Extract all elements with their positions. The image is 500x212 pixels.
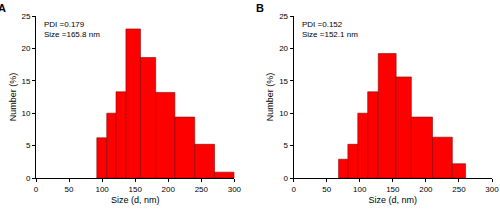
- svg-text:25: 25: [21, 12, 30, 21]
- svg-text:0: 0: [291, 185, 296, 194]
- svg-text:Size (d, nm): Size (d, nm): [369, 195, 418, 205]
- svg-text:250: 250: [195, 185, 209, 194]
- svg-text:25: 25: [279, 12, 288, 21]
- svg-text:15: 15: [21, 77, 30, 86]
- svg-text:150: 150: [386, 185, 400, 194]
- svg-text:50: 50: [65, 185, 74, 194]
- svg-text:300: 300: [228, 185, 242, 194]
- svg-text:0: 0: [34, 185, 39, 194]
- svg-text:Number (%): Number (%): [265, 73, 275, 122]
- svg-text:Size (d, nm): Size (d, nm): [111, 195, 160, 205]
- svg-text:0: 0: [26, 174, 31, 183]
- svg-text:15: 15: [279, 77, 288, 86]
- svg-text:10: 10: [21, 109, 30, 118]
- svg-text:200: 200: [162, 185, 176, 194]
- svg-text:10: 10: [279, 109, 288, 118]
- svg-text:PDI =0.152Size =152.1 nm: PDI =0.152Size =152.1 nm: [302, 20, 358, 39]
- svg-text:100: 100: [353, 185, 367, 194]
- svg-text:5: 5: [284, 141, 289, 150]
- svg-text:250: 250: [452, 185, 466, 194]
- svg-text:A: A: [0, 2, 6, 14]
- svg-text:PDI =0.179Size =165.8 nm: PDI =0.179Size =165.8 nm: [44, 20, 100, 39]
- svg-text:Number (%): Number (%): [8, 73, 18, 122]
- svg-text:300: 300: [485, 185, 499, 194]
- svg-text:0: 0: [284, 174, 289, 183]
- svg-text:5: 5: [26, 141, 31, 150]
- svg-text:50: 50: [322, 185, 331, 194]
- svg-text:150: 150: [129, 185, 143, 194]
- svg-text:200: 200: [419, 185, 433, 194]
- svg-text:B: B: [256, 2, 264, 14]
- svg-text:20: 20: [279, 44, 288, 53]
- svg-text:20: 20: [21, 44, 30, 53]
- svg-text:100: 100: [95, 185, 109, 194]
